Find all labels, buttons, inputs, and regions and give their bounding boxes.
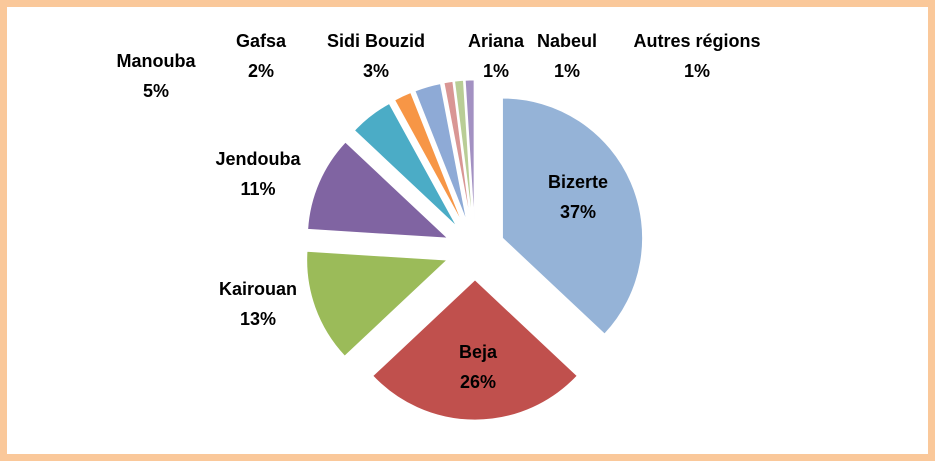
pie-slice xyxy=(394,92,463,224)
pie-slice xyxy=(307,141,449,239)
slice-value-label: 2% xyxy=(248,61,274,81)
pie-slice xyxy=(353,103,457,227)
slice-value-label: 37% xyxy=(560,202,596,222)
slice-value-label: 1% xyxy=(483,61,509,81)
pie-slice xyxy=(306,250,448,357)
pie-slice xyxy=(464,79,475,221)
slice-label: Manouba xyxy=(117,51,197,71)
slice-label: Sidi Bouzid xyxy=(327,31,425,51)
slice-label: Kairouan xyxy=(219,279,297,299)
pie-slice xyxy=(443,81,471,221)
slice-value-label: 1% xyxy=(684,61,710,81)
slice-label: Bizerte xyxy=(548,172,608,192)
slice-value-label: 26% xyxy=(460,372,496,392)
pie-slice xyxy=(502,97,643,335)
slice-value-label: 3% xyxy=(363,61,389,81)
slice-label: Beja xyxy=(459,342,498,362)
slice-label: Autres régions xyxy=(633,31,760,51)
slice-label: Ariana xyxy=(468,31,525,51)
pie-slice xyxy=(414,83,468,222)
pie-slice xyxy=(372,279,578,421)
pie-slice xyxy=(454,79,473,221)
slice-label: Gafsa xyxy=(236,31,287,51)
slice-label: Nabeul xyxy=(537,31,597,51)
slice-label: Jendouba xyxy=(215,149,301,169)
slice-value-label: 11% xyxy=(240,179,275,199)
slice-value-label: 1% xyxy=(554,61,580,81)
slice-value-label: 5% xyxy=(143,81,169,101)
slice-value-label: 13% xyxy=(240,309,276,329)
